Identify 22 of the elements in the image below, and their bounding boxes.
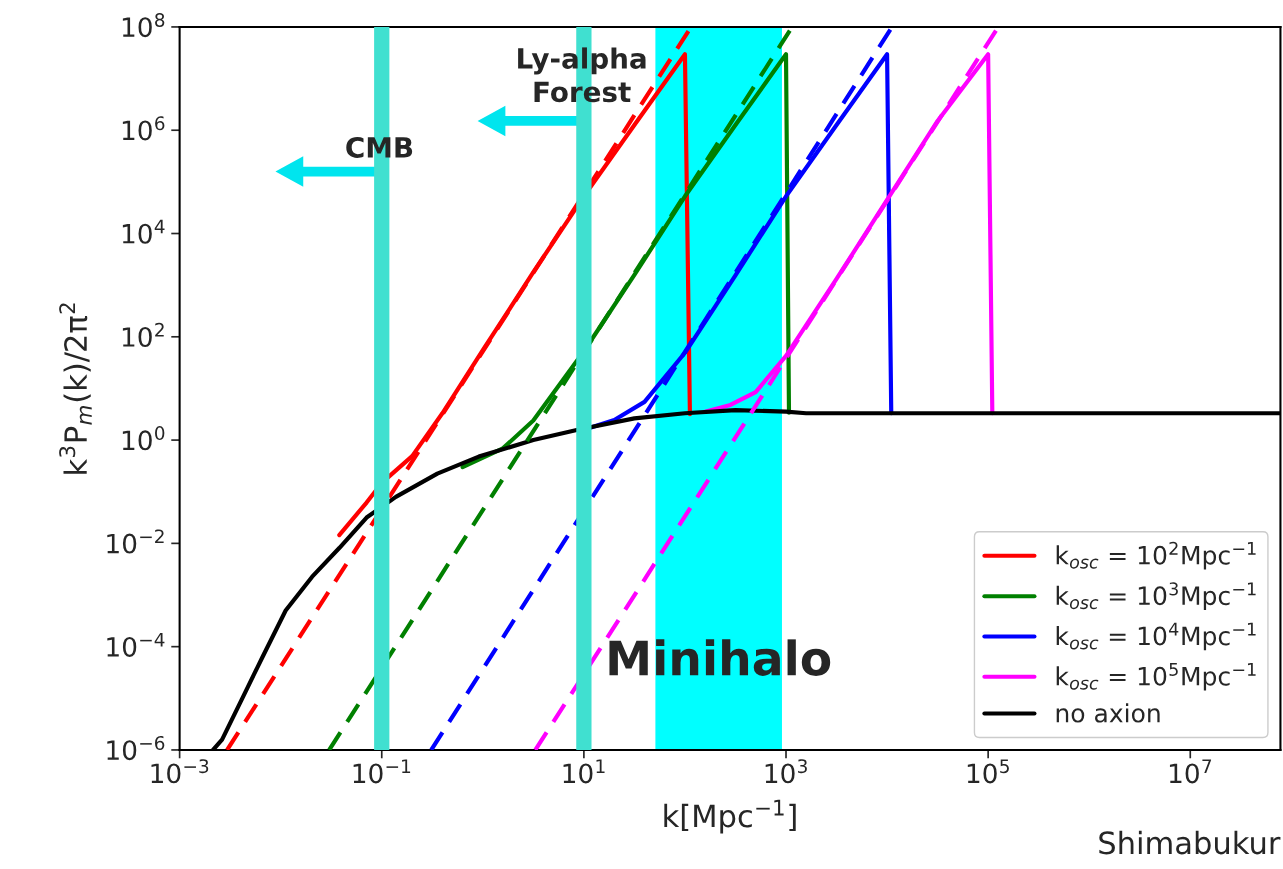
x-tick-label: 10$^{1}$ bbox=[563, 759, 605, 784]
y-tick-label: 10$^{8}$ bbox=[122, 12, 165, 38]
y-tick-label: 10$^{2}$ bbox=[122, 322, 164, 347]
x-tick-label: 10$^{3}$ bbox=[765, 759, 807, 784]
y-tick-label: 10$^{−6}$ bbox=[107, 735, 165, 761]
legend-label: k$_{osc}$ = 10$^{5}$Mpc$^{−1}$ bbox=[1056, 663, 1256, 691]
y-tick-label: 10$^{4}$ bbox=[122, 219, 165, 244]
x-tick-label: 10$^{−1}$ bbox=[353, 759, 411, 784]
y-tick-label: 10$^{−2}$ bbox=[107, 529, 164, 554]
legend-label: k$_{osc}$ = 10$^{3}$Mpc$^{−1}$ bbox=[1056, 582, 1256, 611]
y-axis-title: k$^{3}$P$_{m}$(k)/2π$^{2}$ bbox=[59, 303, 92, 474]
y-tick-label: 10$^{−4}$ bbox=[107, 632, 165, 657]
x-axis-title: k[Mpc$^{−1}$] bbox=[664, 799, 796, 834]
y-tick-label: 10$^{6}$ bbox=[122, 116, 165, 141]
x-tick-label: 10$^{7}$ bbox=[1169, 759, 1212, 784]
legend-label: no axion bbox=[1056, 703, 1160, 723]
y-tick-label: 10$^{0}$ bbox=[122, 426, 165, 451]
x-tick-label: 10$^{5}$ bbox=[967, 759, 1009, 784]
text: Shimabukur bbox=[1099, 830, 1281, 855]
x-tick-label: 10$^{−3}$ bbox=[151, 759, 209, 784]
legend-label: k$_{osc}$ = 10$^{2}$Mpc$^{−1}$ bbox=[1056, 541, 1256, 570]
legend-label: k$_{osc}$ = 10$^{4}$Mpc$^{−1}$ bbox=[1056, 622, 1256, 651]
